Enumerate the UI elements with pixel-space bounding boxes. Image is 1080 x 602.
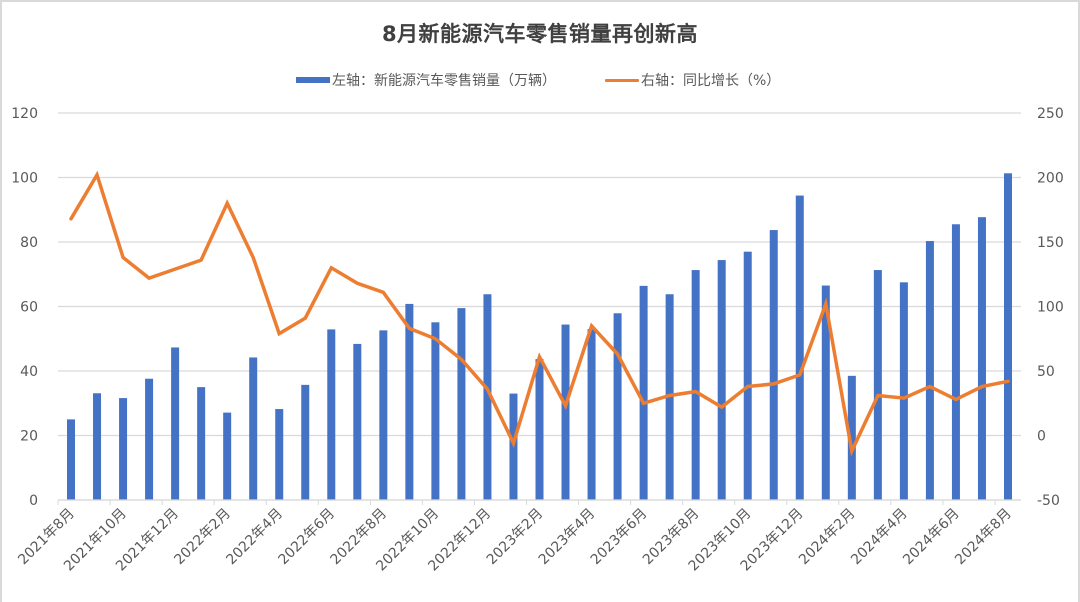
bar	[639, 285, 648, 500]
bar	[405, 303, 414, 500]
bar	[535, 359, 544, 500]
chart-title: 8月新能源汽车零售销量再创新高	[381, 22, 699, 46]
bar	[483, 294, 492, 500]
bar	[1003, 173, 1012, 500]
x-axis: 2021年8月2021年10月2021年12月2022年2月2022年4月202…	[15, 499, 1021, 574]
left-tick-label: 120	[11, 106, 38, 122]
left-tick-label: 80	[20, 235, 38, 251]
bar	[561, 324, 570, 500]
left-axis: 0 20 40 60 80 100 120	[11, 106, 38, 509]
bar	[353, 343, 362, 500]
left-tick-label: 20	[20, 429, 38, 445]
right-tick-label: 50	[1037, 364, 1055, 380]
right-tick-label: 200	[1037, 171, 1064, 187]
yoy-line	[69, 170, 1010, 457]
bar	[457, 308, 466, 500]
bar	[821, 285, 830, 500]
bar	[795, 195, 804, 500]
bar-swatch-icon	[296, 77, 330, 83]
legend-label-yoy: 右轴：同比增长（%）	[641, 73, 781, 89]
bar	[93, 393, 102, 500]
bar	[691, 270, 700, 500]
bar	[145, 378, 154, 500]
bar	[223, 412, 232, 500]
left-tick-label: 60	[20, 300, 38, 316]
bar	[119, 398, 128, 500]
line-series-yoy	[69, 170, 1010, 457]
right-tick-label: 100	[1037, 300, 1064, 316]
bar	[67, 419, 76, 500]
bar	[847, 375, 856, 500]
bar	[613, 313, 622, 500]
bar-series-sales	[67, 173, 1012, 501]
bar	[327, 329, 336, 500]
bar	[873, 270, 882, 500]
legend-item-yoy[interactable]: 右轴：同比增长（%）	[605, 70, 780, 90]
right-tick-label: -50	[1037, 493, 1060, 509]
left-tick-label: 100	[11, 171, 38, 187]
bar	[951, 224, 960, 500]
bar	[379, 330, 388, 500]
bar	[431, 322, 440, 500]
bar	[301, 384, 310, 500]
bar	[249, 357, 258, 500]
bar	[769, 230, 778, 500]
bar	[899, 282, 908, 500]
legend-item-sales[interactable]: 左轴：新能源汽车零售销量（万辆）	[296, 70, 556, 90]
bar	[743, 251, 752, 500]
left-tick-label: 0	[29, 493, 38, 509]
left-tick-label: 40	[20, 364, 38, 380]
bar	[717, 260, 726, 500]
bar	[197, 387, 206, 500]
right-tick-label: 150	[1037, 235, 1064, 251]
bar	[587, 329, 596, 500]
bar	[171, 347, 180, 500]
x-tick-label: 2024年8月	[952, 506, 1015, 569]
legend-label-sales: 左轴：新能源汽车零售销量（万辆）	[332, 73, 556, 89]
bar	[925, 241, 934, 500]
line-swatch-icon	[605, 78, 639, 82]
right-tick-label: 0	[1037, 429, 1046, 445]
right-axis: -50 0 50 100 150 200 250	[1037, 106, 1064, 509]
bar	[977, 217, 986, 501]
chart-legend: 左轴：新能源汽车零售销量（万辆） 右轴：同比增长（%）	[0, 70, 1080, 90]
bar	[275, 409, 284, 500]
right-tick-label: 250	[1037, 106, 1064, 122]
